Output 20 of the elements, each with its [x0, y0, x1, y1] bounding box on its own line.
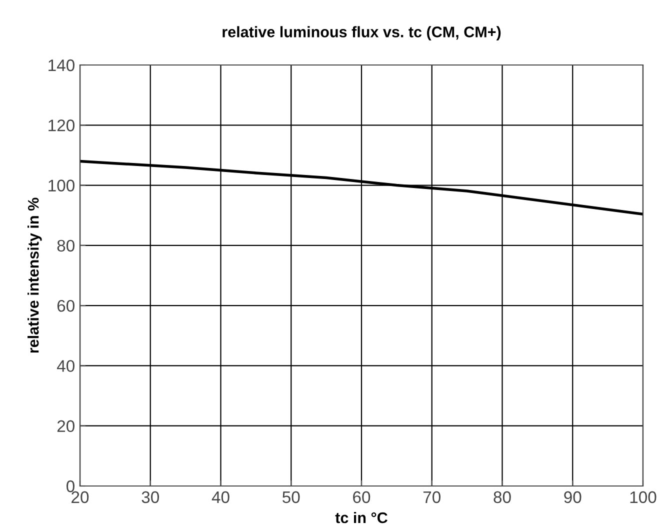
- x-tick-label: 30: [142, 491, 159, 504]
- y-tick-label: 0: [66, 480, 74, 492]
- x-tick-label: 60: [353, 491, 370, 504]
- y-tick-label: 20: [57, 420, 74, 432]
- chart-title: relative luminous flux vs. tc (CM, CM+): [222, 26, 501, 40]
- y-tick-label: 40: [56, 360, 74, 372]
- x-tick-label: 20: [72, 491, 89, 504]
- y-tick-label: 60: [57, 300, 74, 312]
- y-tick-label: 140: [48, 59, 74, 72]
- x-axis-title: tc in °C: [335, 512, 388, 524]
- y-tick-label: 120: [48, 120, 74, 132]
- y-tick-label: 80: [57, 240, 74, 252]
- x-tick-label: 100: [630, 491, 656, 504]
- x-tick-label: 50: [282, 491, 300, 504]
- y-axis-title: relative intensity in %: [28, 198, 42, 353]
- x-tick-label: 90: [564, 491, 582, 504]
- x-tick-label: 40: [212, 491, 230, 504]
- y-tick-label: 100: [48, 180, 74, 192]
- x-tick-label: 80: [494, 491, 511, 504]
- x-tick-label: 70: [423, 491, 440, 504]
